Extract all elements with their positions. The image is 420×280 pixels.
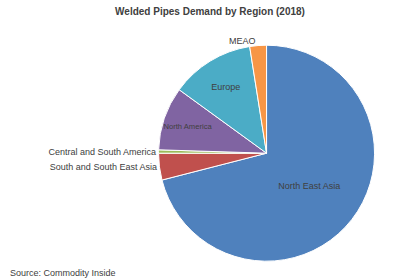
- svg-text:South and South East Asia: South and South East Asia: [50, 162, 157, 172]
- svg-text:North East Asia: North East Asia: [278, 181, 340, 191]
- svg-text:Welded Pipes Demand by Region: Welded Pipes Demand by Region (2018): [115, 6, 305, 17]
- svg-text:Source: Commodity Inside: Source: Commodity Inside: [10, 268, 116, 278]
- svg-text:Europe: Europe: [211, 82, 240, 92]
- svg-text:North America: North America: [163, 122, 212, 131]
- svg-text:MEAO: MEAO: [229, 36, 256, 46]
- svg-text:Central and South America: Central and South America: [49, 147, 157, 157]
